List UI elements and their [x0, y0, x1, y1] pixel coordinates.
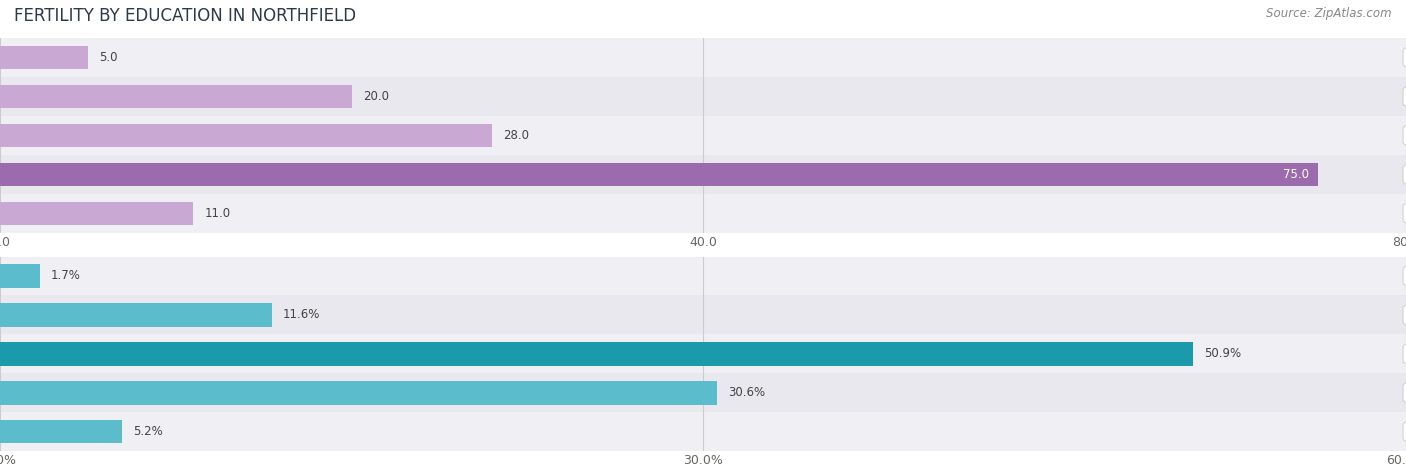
Bar	[0, 381, 717, 405]
Text: 28.0: 28.0	[503, 129, 529, 142]
Text: FERTILITY BY EDUCATION IN NORTHFIELD: FERTILITY BY EDUCATION IN NORTHFIELD	[14, 7, 356, 25]
Text: 11.6%: 11.6%	[283, 308, 321, 322]
Bar	[0, 264, 39, 288]
Bar	[0, 38, 1406, 77]
Text: 75.0: 75.0	[1284, 168, 1309, 181]
Text: Source: ZipAtlas.com: Source: ZipAtlas.com	[1267, 7, 1392, 20]
Bar	[0, 373, 1406, 412]
Bar	[0, 420, 122, 444]
Bar	[0, 162, 1319, 186]
Bar	[0, 155, 1406, 194]
Text: 11.0: 11.0	[205, 207, 231, 220]
Bar	[0, 46, 87, 69]
Bar	[0, 412, 1406, 451]
Bar	[0, 303, 271, 327]
Bar	[0, 256, 1406, 295]
Bar	[0, 194, 1406, 233]
Text: 50.9%: 50.9%	[1204, 347, 1241, 361]
Bar	[0, 201, 194, 225]
Bar	[0, 85, 352, 108]
Bar	[0, 342, 1192, 366]
Bar	[0, 124, 492, 147]
Bar	[0, 77, 1406, 116]
Bar	[0, 295, 1406, 334]
Text: 30.6%: 30.6%	[728, 386, 765, 399]
Text: 1.7%: 1.7%	[51, 269, 82, 283]
Bar	[0, 334, 1406, 373]
Bar	[0, 116, 1406, 155]
Text: 20.0: 20.0	[363, 90, 388, 103]
Text: 5.0: 5.0	[98, 51, 118, 64]
Text: 5.2%: 5.2%	[134, 425, 163, 438]
